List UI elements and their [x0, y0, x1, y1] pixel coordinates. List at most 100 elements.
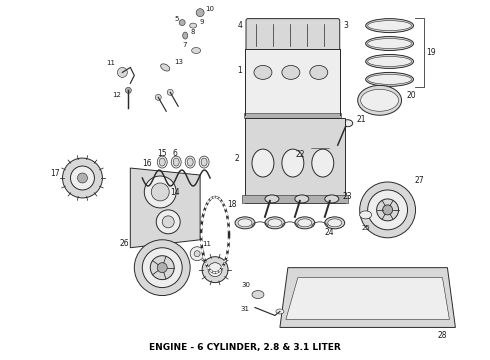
Circle shape [360, 182, 416, 238]
Ellipse shape [276, 309, 284, 314]
Circle shape [368, 190, 408, 230]
Ellipse shape [360, 211, 371, 219]
Text: 17: 17 [49, 168, 59, 177]
Circle shape [151, 183, 169, 201]
Circle shape [383, 205, 392, 215]
Text: ENGINE - 6 CYLINDER, 2.8 & 3.1 LITER: ENGINE - 6 CYLINDER, 2.8 & 3.1 LITER [149, 343, 341, 352]
Text: 3: 3 [343, 21, 348, 30]
Circle shape [194, 251, 200, 257]
Circle shape [71, 166, 95, 190]
Circle shape [162, 216, 174, 228]
Text: 1: 1 [238, 66, 243, 75]
Circle shape [377, 199, 398, 221]
Polygon shape [130, 168, 200, 248]
Circle shape [142, 248, 182, 288]
Ellipse shape [161, 64, 170, 71]
Text: 19: 19 [427, 48, 436, 57]
Polygon shape [280, 268, 455, 328]
Ellipse shape [295, 195, 309, 203]
Text: 5: 5 [174, 15, 178, 22]
Ellipse shape [159, 158, 165, 166]
Text: 23: 23 [343, 193, 352, 202]
Text: 8: 8 [191, 28, 196, 35]
Text: 13: 13 [175, 59, 184, 66]
Ellipse shape [366, 54, 414, 68]
Polygon shape [245, 49, 340, 115]
Ellipse shape [295, 217, 315, 229]
Bar [244, 113, 341, 118]
Text: 20: 20 [407, 91, 416, 100]
Ellipse shape [252, 291, 264, 298]
Bar [245, 118, 345, 203]
Circle shape [155, 94, 161, 100]
Text: 30: 30 [242, 282, 250, 288]
Text: 21: 21 [357, 115, 367, 124]
Text: 14: 14 [171, 188, 180, 197]
Ellipse shape [368, 39, 412, 49]
Circle shape [167, 89, 173, 95]
Ellipse shape [358, 85, 401, 115]
Circle shape [208, 263, 222, 276]
Circle shape [125, 87, 131, 93]
Ellipse shape [368, 21, 412, 31]
Circle shape [196, 9, 204, 17]
Polygon shape [286, 278, 449, 319]
Text: 26: 26 [120, 239, 129, 248]
Ellipse shape [171, 156, 181, 168]
Circle shape [190, 247, 204, 261]
Ellipse shape [366, 19, 414, 32]
Ellipse shape [268, 219, 282, 227]
Ellipse shape [328, 219, 342, 227]
Ellipse shape [265, 217, 285, 229]
Ellipse shape [190, 23, 196, 28]
Circle shape [202, 257, 228, 283]
Ellipse shape [298, 219, 312, 227]
Circle shape [150, 256, 174, 280]
Text: 18: 18 [227, 201, 237, 210]
Text: 7: 7 [182, 41, 186, 48]
Ellipse shape [361, 89, 398, 111]
Bar [242, 195, 348, 203]
Ellipse shape [312, 149, 334, 177]
Ellipse shape [282, 149, 304, 177]
Circle shape [157, 263, 167, 273]
Ellipse shape [183, 32, 188, 39]
Ellipse shape [366, 37, 414, 50]
Text: 22: 22 [295, 150, 305, 159]
Ellipse shape [282, 66, 300, 80]
Circle shape [134, 240, 190, 296]
Text: 4: 4 [238, 21, 243, 30]
Ellipse shape [325, 217, 345, 229]
Ellipse shape [325, 195, 339, 203]
Text: 31: 31 [241, 306, 249, 312]
Ellipse shape [192, 48, 200, 54]
Circle shape [179, 20, 185, 26]
Ellipse shape [235, 217, 255, 229]
Text: 9: 9 [200, 19, 204, 24]
Text: 11: 11 [106, 60, 115, 67]
Ellipse shape [173, 158, 179, 166]
Text: 27: 27 [415, 176, 424, 185]
Ellipse shape [368, 75, 412, 84]
Ellipse shape [265, 195, 279, 203]
Ellipse shape [254, 66, 272, 80]
Text: 16: 16 [143, 158, 152, 167]
Text: 15: 15 [157, 149, 167, 158]
Ellipse shape [187, 158, 193, 166]
FancyBboxPatch shape [246, 19, 340, 50]
Text: 11: 11 [202, 241, 212, 247]
Ellipse shape [238, 219, 252, 227]
Ellipse shape [368, 57, 412, 67]
Ellipse shape [252, 149, 274, 177]
Text: 28: 28 [438, 331, 447, 340]
Text: 10: 10 [206, 6, 215, 12]
Text: 24: 24 [325, 228, 335, 237]
Circle shape [63, 158, 102, 198]
Text: 25: 25 [361, 225, 370, 231]
Circle shape [156, 210, 180, 234]
Ellipse shape [201, 158, 207, 166]
Circle shape [118, 67, 127, 77]
Ellipse shape [366, 72, 414, 86]
Circle shape [77, 173, 87, 183]
Ellipse shape [310, 66, 328, 80]
